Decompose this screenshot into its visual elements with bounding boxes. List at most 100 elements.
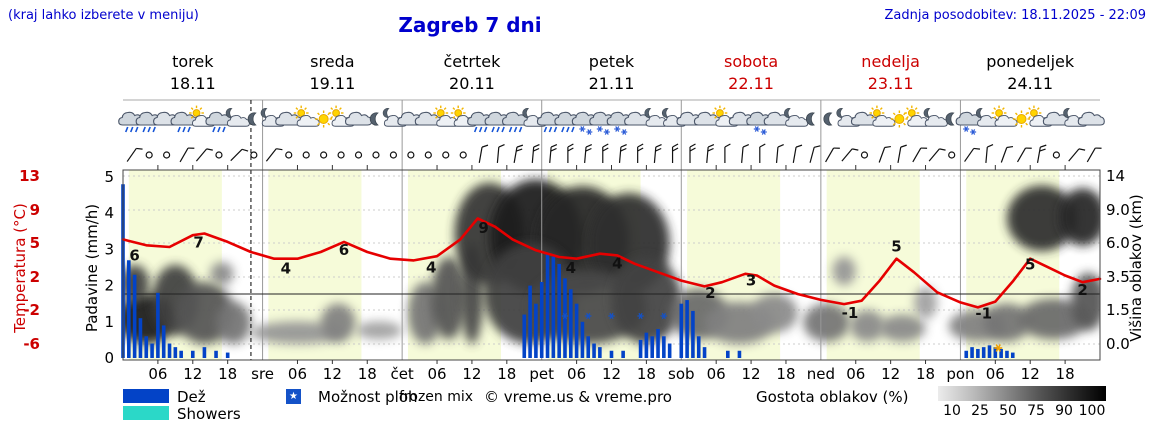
svg-text:pon: pon [946,365,974,383]
wind-barb-icon [265,148,283,162]
wind-barb-icon [878,145,891,163]
cloud-density-scale: 10 25 50 75 90 100 [938,403,1106,419]
chance-legend-label: Možnost ploh [318,388,418,406]
cloud-density-legend-title: Gostota oblakov (%) [756,388,909,406]
rain-legend-swatch [123,389,169,403]
wind-barb-icon [513,144,524,163]
svg-text:-1: -1 [975,304,992,322]
cloud-density-gradient-bar [938,386,1106,401]
svg-text:5: 5 [104,168,114,186]
wind-calm-icon [354,151,363,159]
sky-icon-rain [501,111,530,133]
copyright-link[interactable]: © vreme.us & vreme.pro [484,388,672,406]
svg-text:3: 3 [104,240,114,258]
wind-calm-icon [337,151,345,159]
wind-calm-icon [302,151,310,159]
wind-barb-icon [549,143,558,164]
sky-icon-moon [806,112,815,126]
svg-text:18: 18 [1056,365,1075,383]
wind-barb-icon [897,144,907,163]
wind-barb-icon [179,147,195,163]
wind-barb-icon [1016,147,1032,163]
wind-calm-icon [407,151,415,159]
chance-star-icon: ★ [286,389,301,404]
axis-tick-labels: 13 9 5 2 -2 -6 5 4 3 2 1 0 14 9.0 6.0 3.5 1.5 0.0 [19,167,1130,367]
wind-calm-icon [948,151,956,159]
svg-text:21.11: 21.11 [589,74,635,93]
svg-text:nedelja: nedelja [861,52,920,71]
wind-calm-icon [145,151,153,159]
wind-calm-icon [163,151,171,159]
svg-text:06: 06 [288,365,307,383]
svg-text:-2: -2 [23,301,40,319]
svg-text:5: 5 [30,234,40,252]
svg-text:čet: čet [390,365,413,383]
sky-icon-mooncloud [784,108,809,127]
wind-barb-icon [618,143,627,164]
svg-text:18: 18 [916,365,935,383]
frozen-mix-legend-label: frozen mix [399,389,474,405]
wind-barb-icon [602,143,609,163]
wind-barb-icon [584,143,593,164]
svg-text:pet: pet [529,365,554,383]
last-update-text: Zadnja posodobitev: 18.11.2025 - 22:09 [884,8,1146,23]
svg-text:4: 4 [566,259,576,277]
wind-barb-icon [985,143,994,164]
wind-barb-icon [126,147,143,162]
svg-text:12: 12 [881,365,900,383]
svg-text:4: 4 [281,260,291,278]
wind-barb-icon [567,143,574,163]
menu-hint-note: (kraj lahko izberete v meniju) [8,8,199,23]
wind-calm-icon [459,151,467,159]
sky-icon-moon [945,112,955,126]
wind-barb-icon [775,143,784,164]
wind-barb-icon [825,147,840,163]
svg-text:9.0: 9.0 [1106,201,1130,219]
svg-text:sre: sre [251,365,274,383]
sky-icon-cloud [344,111,373,126]
svg-text:3.5: 3.5 [1106,268,1130,286]
wind-barb-icon [653,143,662,164]
wind-barb-icon [531,143,540,164]
svg-text:4: 4 [612,254,622,272]
svg-text:06: 06 [567,365,586,383]
rain-legend-label: Dež [177,388,206,406]
svg-text:sobota: sobota [724,52,778,71]
sky-icon-mooncloud [225,108,250,127]
wind-barb-icon [741,143,750,164]
sky-icon-suncloud [433,105,460,127]
wind-calm-icon [1052,151,1060,159]
svg-text:5: 5 [1025,256,1035,274]
svg-text:24.11: 24.11 [1007,74,1053,93]
svg-text:2: 2 [104,277,114,295]
sky-icon-suncloud [904,105,931,127]
svg-text:18: 18 [637,365,656,383]
sky-icon-moon [369,112,379,126]
temperature-value-labels: 6 7 4 6 4 9 4 4 2 3 -1 5 -1 5 2 [129,219,1087,322]
wind-barb-icon [964,147,981,162]
svg-text:18.11: 18.11 [170,74,216,93]
wind-barb-icon [496,143,505,164]
svg-text:petek: petek [589,52,635,71]
time-axis-labels: 06 12 18 06 12 18 06 12 18 06 12 18 06 12 18 06 12 18 06 12… [148,165,1075,383]
svg-text:sob: sob [668,365,695,383]
wind-calm-icon [215,151,223,159]
svg-text:20.11: 20.11 [449,74,495,93]
wind-barb-icon [809,145,821,163]
density-tick: 90 [1055,403,1073,419]
svg-text:06: 06 [148,365,167,383]
svg-text:12: 12 [1021,365,1040,383]
svg-text:4: 4 [426,258,436,276]
svg-text:0: 0 [104,349,114,367]
svg-text:9: 9 [478,219,488,237]
svg-text:18: 18 [218,365,237,383]
svg-text:četrtek: četrtek [443,52,501,71]
svg-text:ponedeljek: ponedeljek [986,52,1075,71]
sky-icon-moon [823,112,833,126]
svg-text:1: 1 [104,313,114,331]
wind-barb-icon [1086,147,1102,163]
density-tick: 50 [999,403,1017,419]
sky-icon-suncloud [869,105,896,127]
wind-calm-icon [250,151,258,159]
